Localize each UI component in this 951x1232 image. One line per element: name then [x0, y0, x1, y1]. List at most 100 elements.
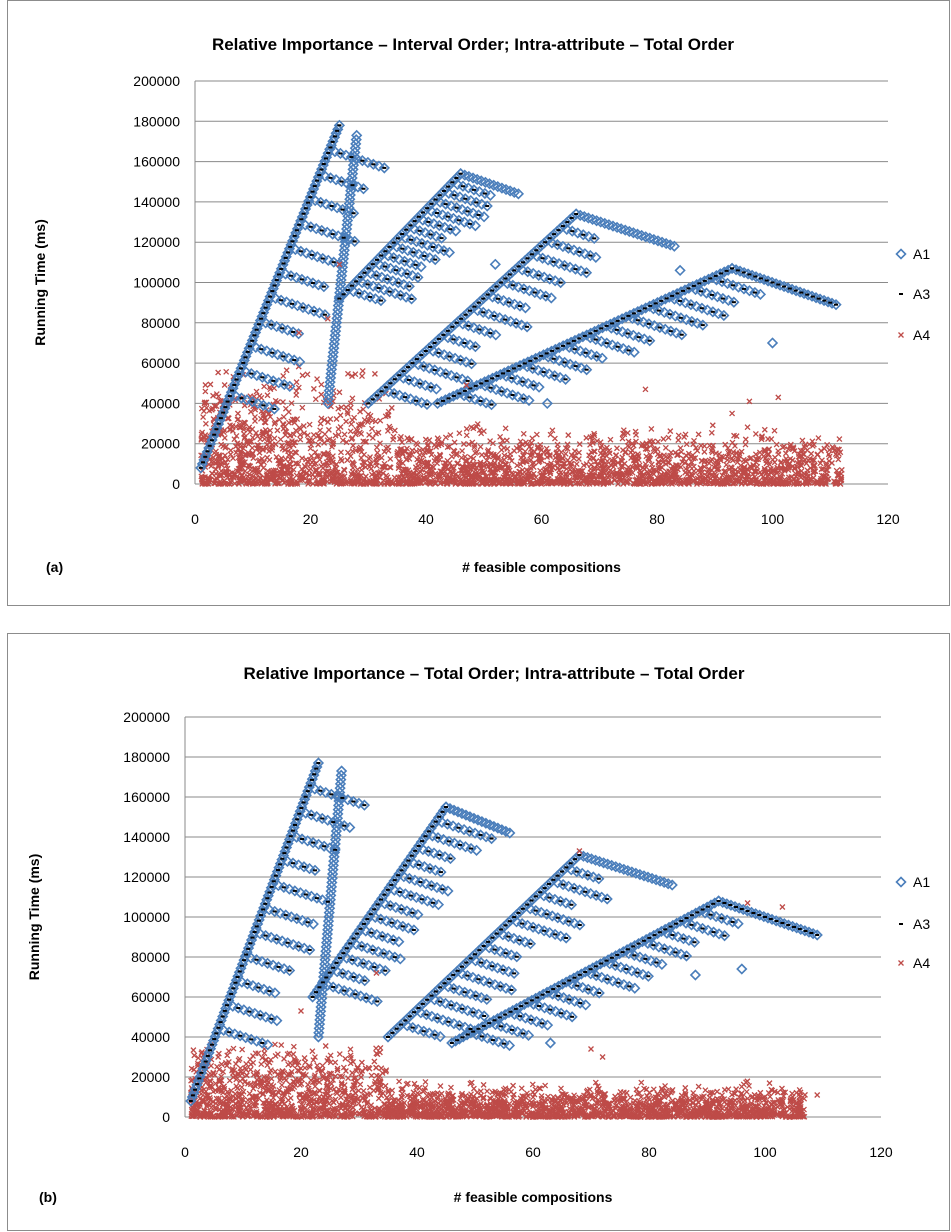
- a1-point: [381, 380, 394, 392]
- a1-point: [473, 323, 485, 336]
- a4-point: [425, 459, 432, 466]
- a4-point: [207, 381, 214, 388]
- a4-point: [348, 436, 355, 443]
- a4-point: [221, 427, 228, 434]
- a4-point: [821, 445, 828, 452]
- a4-point: [202, 388, 209, 395]
- a1-point: [685, 298, 697, 311]
- a4-point: [369, 417, 376, 424]
- a4-point: [267, 427, 274, 434]
- a4-point: [554, 476, 561, 482]
- a4-point: [403, 467, 410, 474]
- a1-point: [283, 352, 295, 364]
- a4-point: [338, 457, 345, 464]
- a4-point: [468, 480, 475, 487]
- a1-point: [333, 258, 345, 270]
- a4-point: [445, 1090, 452, 1097]
- a4-point: [470, 425, 477, 432]
- a1-point: [246, 396, 259, 408]
- a1-point: [375, 386, 387, 398]
- a1-point: [331, 202, 343, 214]
- a1-point: [557, 340, 569, 352]
- a4-point: [241, 434, 248, 441]
- a4-point: [587, 456, 594, 462]
- a1-point: [665, 325, 677, 337]
- a4-point: [792, 473, 799, 480]
- a1-point: [503, 296, 515, 309]
- a4-point: [736, 478, 743, 484]
- a4-point: [343, 439, 350, 446]
- a4-point: [358, 430, 365, 437]
- a4-point: [286, 475, 293, 482]
- a1-point: [364, 261, 376, 274]
- a1-point: [830, 299, 842, 311]
- a1-point: [268, 403, 280, 415]
- a1-point: [585, 348, 597, 361]
- a4-point: [293, 379, 300, 386]
- a4-point: [491, 462, 498, 469]
- a1-point: [695, 285, 707, 297]
- a4-point: [344, 409, 351, 415]
- a4-point: [634, 451, 641, 458]
- a1-point: [754, 288, 767, 300]
- a4-point: [520, 459, 526, 466]
- a1-point: [432, 243, 445, 255]
- a1-point: [712, 308, 724, 320]
- a4-point: [498, 441, 505, 448]
- a4-point: [528, 477, 535, 484]
- a4-point: [431, 458, 438, 464]
- a1-point: [450, 202, 463, 214]
- a1-point: [267, 375, 279, 387]
- a4-point: [227, 447, 234, 454]
- a1-point: [362, 156, 374, 169]
- a4-point: [519, 441, 526, 448]
- a1-point: [518, 283, 530, 295]
- a4-point: [633, 431, 639, 438]
- legend-label-a4: A4: [913, 327, 930, 343]
- a1-point: [622, 327, 634, 340]
- a4-point: [267, 469, 274, 476]
- a4-point: [234, 440, 241, 447]
- a4-point: [261, 383, 268, 390]
- a4-point: [683, 441, 690, 448]
- a4-point: [470, 464, 477, 471]
- a4-point: [529, 460, 536, 467]
- a4-point: [525, 468, 532, 475]
- a1-point: [669, 310, 681, 322]
- a1-point: [278, 378, 290, 391]
- y-tick-label: 0: [162, 1109, 170, 1125]
- a4-point: [623, 478, 629, 485]
- a4-point: [511, 478, 518, 485]
- a1-point: [412, 271, 424, 284]
- a4-point: [223, 368, 230, 375]
- a4-point: [360, 459, 367, 466]
- a4-point: [576, 441, 583, 448]
- a4-point: [293, 392, 300, 399]
- a4-point: [199, 474, 206, 481]
- a4-point: [477, 459, 484, 466]
- a1-point: [521, 361, 533, 373]
- a4-point: [487, 438, 494, 444]
- a4-point: [448, 453, 455, 460]
- a4-point: [278, 455, 285, 462]
- a1-point: [478, 211, 490, 223]
- a1-point: [334, 147, 347, 160]
- a4-point: [350, 442, 357, 449]
- a4-point: [265, 411, 272, 418]
- a4-point: [824, 441, 831, 448]
- a4-point: [549, 427, 556, 434]
- a1-point: [530, 352, 542, 365]
- a1-point: [584, 249, 596, 262]
- a1-point: [553, 258, 565, 270]
- a4-point: [810, 441, 817, 448]
- a4-point: [343, 418, 350, 425]
- a1-point: [325, 200, 338, 212]
- a4-point: [778, 464, 785, 471]
- a4-point: [736, 452, 743, 459]
- a1-point: [399, 232, 412, 244]
- a4-point: [278, 466, 285, 473]
- a4-point: [582, 474, 589, 481]
- a4-point: [507, 454, 514, 461]
- a4-point: [704, 458, 711, 465]
- a4-point: [587, 469, 594, 476]
